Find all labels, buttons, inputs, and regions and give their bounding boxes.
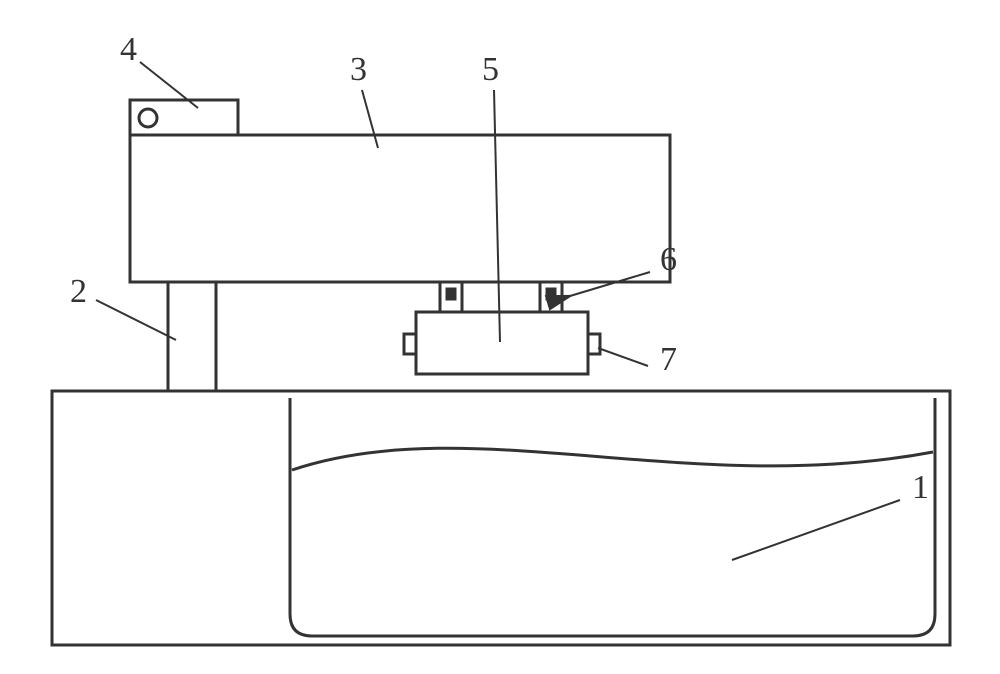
label-2-text: 2 xyxy=(70,273,87,310)
label-5-text: 5 xyxy=(482,51,499,88)
support-column xyxy=(168,282,216,391)
hanging-box xyxy=(416,312,588,374)
label-7: 7 xyxy=(598,341,677,378)
label-4-text: 4 xyxy=(120,31,137,68)
label-3: 3 xyxy=(350,51,378,148)
side-lug-right xyxy=(588,334,600,354)
label-4: 4 xyxy=(120,31,198,108)
side-lug-left xyxy=(404,334,416,354)
label-3-text: 3 xyxy=(350,51,367,88)
hanger-pin-left xyxy=(447,289,455,299)
base-frame xyxy=(52,391,950,645)
hanger-pin-right xyxy=(547,289,555,299)
top-block xyxy=(130,100,238,135)
label-6-text: 6 xyxy=(660,241,677,278)
label-7-text: 7 xyxy=(660,341,677,378)
engineering-diagram: 1 2 3 4 5 6 7 xyxy=(0,0,1000,674)
boom-body xyxy=(130,135,670,282)
label-1-text: 1 xyxy=(912,469,929,506)
